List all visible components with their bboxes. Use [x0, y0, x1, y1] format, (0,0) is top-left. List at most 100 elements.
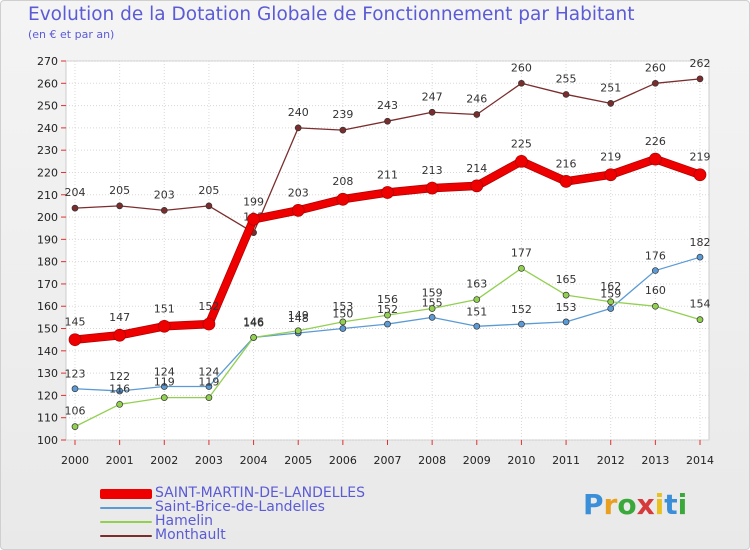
data-point-monthault — [473, 111, 481, 118]
data-point-saint-brice-de-landelles — [71, 385, 79, 393]
brand-letter: i — [677, 488, 688, 521]
y-tick-label: 130 — [37, 367, 58, 380]
data-point-monthault — [160, 207, 168, 214]
y-tick-label: 270 — [37, 55, 58, 68]
data-label-saint-brice-de-landelles: 152 — [511, 303, 532, 316]
data-label-saint-martin-de-landelles: 151 — [154, 302, 175, 315]
x-tick-label: 2009 — [463, 454, 491, 467]
data-point-monthault — [294, 124, 302, 132]
data-label-saint-martin-de-landelles: 219 — [600, 151, 621, 164]
data-label-hamelin: 165 — [556, 273, 577, 286]
data-point-saint-brice-de-landelles — [696, 253, 704, 261]
data-point-hamelin — [205, 394, 213, 401]
data-point-saint-martin-de-landelles — [470, 179, 484, 193]
data-point-hamelin — [696, 316, 704, 323]
legend-item-hamelin: Hamelin — [100, 513, 430, 529]
y-tick-label: 240 — [37, 122, 58, 135]
data-label-saint-martin-de-landelles: 208 — [332, 175, 353, 188]
data-point-hamelin — [250, 334, 257, 341]
legend-swatch — [100, 507, 152, 509]
data-point-monthault — [71, 204, 79, 212]
data-label-monthault: 260 — [511, 61, 532, 74]
x-tick-label: 2010 — [507, 454, 535, 467]
x-tick-label: 2008 — [418, 454, 446, 467]
data-label-saint-brice-de-landelles: 151 — [466, 305, 487, 318]
data-label-saint-martin-de-landelles: 226 — [645, 135, 666, 148]
data-point-saint-martin-de-landelles — [559, 175, 573, 188]
y-tick-label: 260 — [37, 77, 58, 90]
data-label-hamelin: 163 — [466, 278, 487, 291]
data-point-saint-brice-de-landelles — [116, 387, 123, 395]
data-point-saint-brice-de-landelles — [205, 383, 213, 390]
data-point-hamelin — [160, 394, 168, 401]
data-point-saint-martin-de-landelles — [68, 333, 82, 347]
data-label-hamelin: 116 — [109, 382, 130, 395]
data-point-saint-martin-de-landelles — [113, 328, 126, 342]
data-point-monthault — [339, 126, 347, 134]
data-point-saint-brice-de-landelles — [562, 318, 570, 326]
x-tick-label: 2004 — [240, 454, 268, 467]
data-point-saint-martin-de-landelles — [291, 204, 305, 217]
y-tick-label: 210 — [37, 189, 58, 202]
data-label-hamelin: 119 — [154, 376, 175, 389]
brand-letter: r — [603, 488, 618, 521]
data-label-monthault: 240 — [288, 106, 309, 119]
data-point-hamelin — [116, 400, 123, 408]
data-label-saint-brice-de-landelles: 182 — [690, 236, 711, 249]
data-point-saint-martin-de-landelles — [336, 192, 350, 206]
data-label-saint-martin-de-landelles: 216 — [556, 157, 577, 170]
data-label-hamelin: 146 — [243, 315, 264, 328]
data-point-monthault — [607, 100, 615, 107]
data-point-saint-martin-de-landelles — [515, 154, 528, 168]
data-label-saint-brice-de-landelles: 123 — [65, 368, 86, 381]
data-point-hamelin — [428, 305, 436, 312]
data-label-saint-martin-de-landelles: 219 — [690, 151, 711, 164]
data-point-hamelin — [607, 298, 615, 306]
y-tick-label: 190 — [37, 233, 58, 246]
data-label-saint-martin-de-landelles: 145 — [65, 316, 86, 329]
data-label-saint-brice-de-landelles: 150 — [332, 308, 353, 321]
data-label-monthault: 243 — [377, 99, 398, 112]
brand-logo: Proxiti — [583, 488, 687, 521]
data-label-monthault: 204 — [65, 186, 86, 199]
x-tick-label: 2012 — [597, 454, 625, 467]
data-label-hamelin: 159 — [422, 286, 443, 299]
x-tick-label: 2014 — [686, 454, 714, 467]
legend-label: Hamelin — [155, 513, 214, 529]
brand-letter: t — [664, 488, 678, 521]
data-label-saint-brice-de-landelles: 122 — [109, 370, 130, 383]
data-point-saint-brice-de-landelles — [339, 325, 347, 332]
data-point-hamelin — [294, 327, 302, 335]
legend-swatch — [100, 521, 152, 523]
data-label-hamelin: 177 — [511, 246, 532, 259]
data-label-saint-brice-de-landelles: 152 — [377, 303, 398, 316]
x-tick-label: 2011 — [552, 454, 580, 467]
data-point-monthault — [205, 202, 213, 210]
y-tick-label: 170 — [37, 278, 58, 291]
y-tick-label: 180 — [37, 256, 58, 269]
y-tick-label: 140 — [37, 345, 58, 358]
x-tick-label: 2006 — [329, 454, 357, 467]
data-point-hamelin — [652, 302, 659, 310]
legend-label: SAINT-MARTIN-DE-LANDELLES — [155, 485, 366, 501]
legend-label: Monthault — [155, 527, 226, 543]
data-point-monthault — [428, 108, 436, 116]
chart-subtitle: (en € et par an) — [28, 28, 115, 41]
y-tick-label: 100 — [37, 434, 58, 447]
data-label-saint-martin-de-landelles: 147 — [109, 311, 130, 324]
legend-item-saint-martin-de-landelles: SAINT-MARTIN-DE-LANDELLES — [100, 485, 430, 501]
brand-letter: x — [636, 488, 655, 521]
data-label-saint-martin-de-landelles: 152 — [198, 300, 219, 313]
data-label-monthault: 247 — [422, 90, 443, 103]
data-label-saint-martin-de-landelles: 199 — [243, 195, 264, 208]
data-label-hamelin: 106 — [65, 405, 86, 418]
x-tick-label: 2002 — [150, 454, 178, 467]
data-label-hamelin: 119 — [198, 376, 219, 389]
x-tick-label: 2013 — [641, 454, 669, 467]
y-tick-label: 250 — [37, 100, 58, 113]
data-label-monthault: 251 — [600, 81, 621, 94]
data-label-hamelin: 160 — [645, 284, 666, 297]
data-point-monthault — [116, 202, 123, 210]
data-point-saint-martin-de-landelles — [381, 186, 394, 199]
